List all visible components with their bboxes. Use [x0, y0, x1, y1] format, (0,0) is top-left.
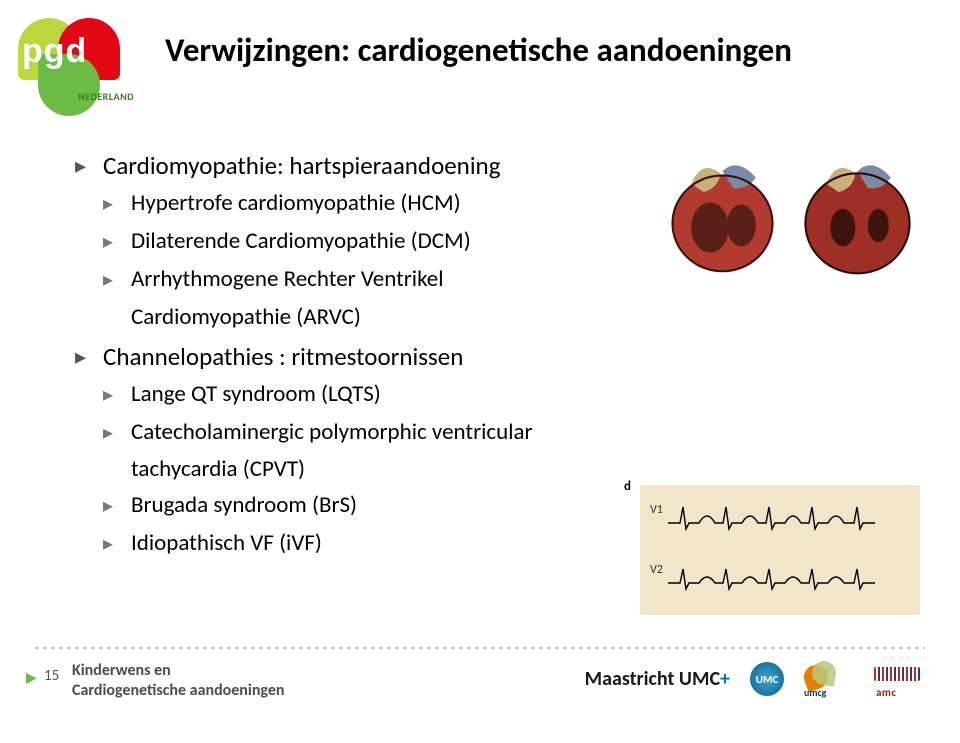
- page-number: 15: [44, 667, 59, 685]
- logo-maastricht-umc: Maastricht UMC+: [585, 667, 730, 691]
- footer-pointer-icon: ▶: [26, 669, 37, 686]
- logo-subtext: NEDERLAND: [78, 90, 134, 103]
- heart-images: [660, 150, 920, 280]
- bullet-cpvt: Catecholaminergic polymorphic ventricula…: [103, 418, 655, 448]
- ecg-panel-tag: d: [624, 479, 631, 494]
- bullet-brs: Brugada syndroom (BrS): [103, 491, 655, 521]
- plus-icon: +: [720, 667, 730, 691]
- heart-diseased: [795, 150, 920, 280]
- bullet-arvc-wrap: Cardiomyopathie (ARVC): [103, 303, 655, 331]
- logo-pgd: pgd NEDERLAND: [18, 18, 138, 108]
- bullet-ivf: Idiopathisch VF (iVF): [103, 529, 655, 559]
- bullet-lqts: Lange QT syndroom (LQTS): [103, 380, 655, 410]
- bullet-channelopathies: Channelopathies : ritmestoornissen Lange…: [75, 341, 655, 560]
- logo-umcg: umcg: [804, 661, 854, 697]
- slide-title: Verwijzingen: cardiogenetische aandoenin…: [165, 30, 792, 70]
- footer-divider: [35, 647, 925, 649]
- slide: pgd NEDERLAND Verwijzingen: cardiogeneti…: [0, 0, 960, 743]
- footer-title: Kinderwens en Cardiogenetische aandoenin…: [72, 661, 284, 701]
- bullet-hcm: Hypertrofe cardiomyopathie (HCM): [103, 189, 655, 219]
- ecg-lead-label: V1: [650, 503, 663, 517]
- ecg-trace: [640, 485, 920, 615]
- logo-umc-seal: UMC: [750, 662, 784, 696]
- bullet-label: Channelopathies : ritmestoornissen: [103, 341, 463, 372]
- logo-shape: [874, 667, 920, 681]
- logo-amc: amc: [874, 661, 920, 697]
- ecg-lead-label: V2: [650, 563, 663, 577]
- bullet-dcm: Dilaterende Cardiomyopathie (DCM): [103, 227, 655, 257]
- bullet-content: Cardiomyopathie: hartspieraandoening Hyp…: [75, 150, 655, 569]
- footer-title-line: Cardiogenetische aandoeningen: [72, 681, 284, 701]
- logo-text: amc: [876, 686, 896, 699]
- logo-text: umcg: [804, 686, 826, 699]
- bullet-arvc: Arrhythmogene Rechter Ventrikel: [103, 265, 655, 295]
- logo-text: Maastricht UMC: [585, 667, 720, 691]
- ecg-panel: d V1 V2: [640, 485, 920, 615]
- bullet-cpvt-wrap: tachycardia (CPVT): [103, 455, 655, 483]
- logo-text: pgd: [22, 32, 87, 71]
- footer: ▶ 15 Kinderwens en Cardiogenetische aand…: [0, 653, 960, 713]
- heart-normal: [660, 150, 785, 280]
- bullet-label: Cardiomyopathie: hartspieraandoening: [103, 150, 500, 181]
- bullet-cardiomyopathie: Cardiomyopathie: hartspieraandoening Hyp…: [75, 150, 655, 331]
- footer-logos: Maastricht UMC+ UMC umcg amc: [585, 661, 920, 697]
- footer-title-line: Kinderwens en: [72, 661, 284, 681]
